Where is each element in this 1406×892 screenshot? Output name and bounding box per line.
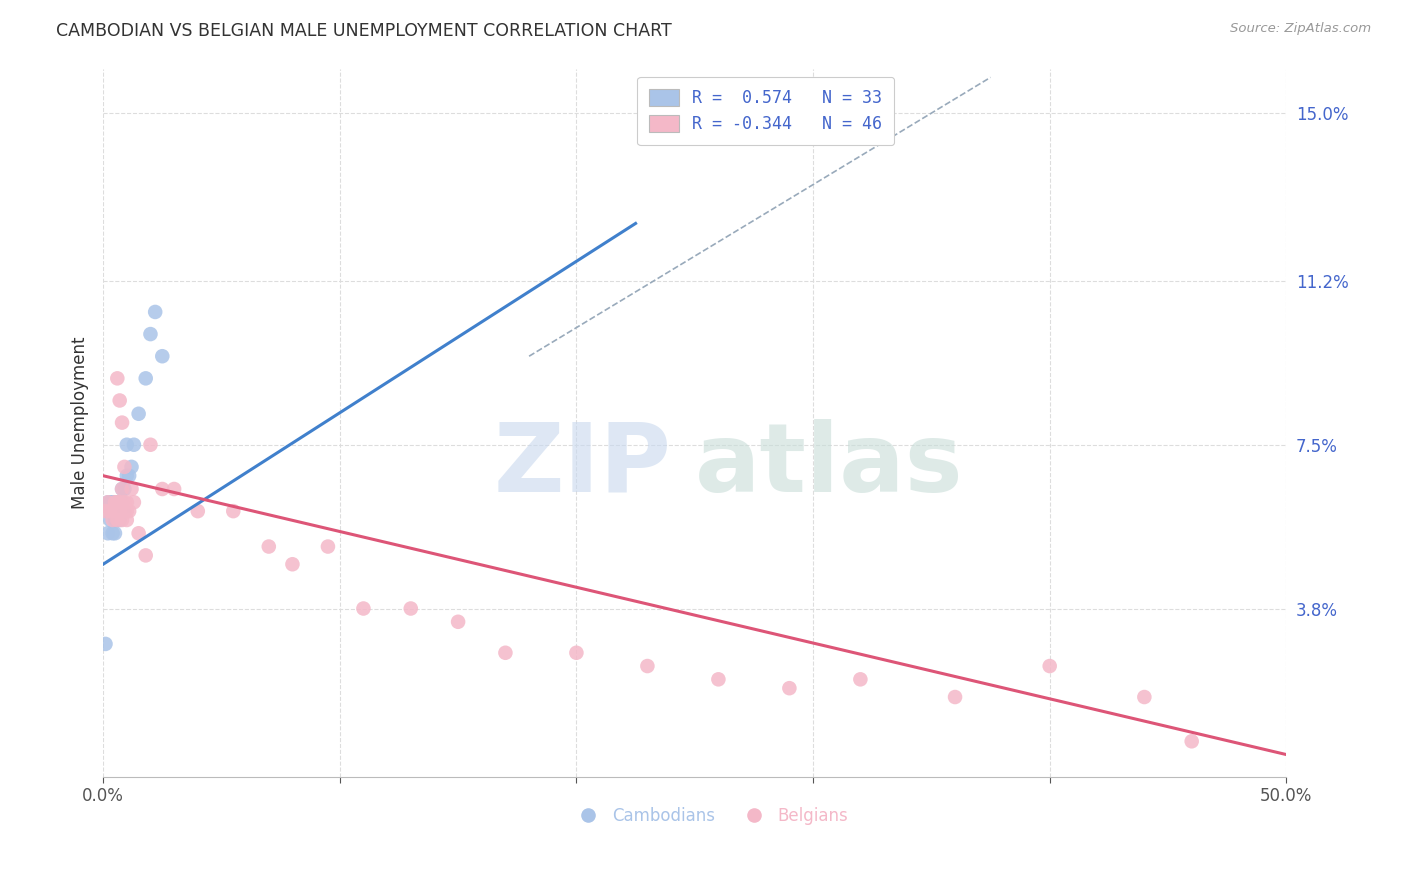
Point [112, 504, 135, 518]
Point [108, 393, 131, 408]
Point [111, 482, 134, 496]
Point [97, 495, 120, 509]
Point [139, 327, 162, 342]
Point [135, 371, 157, 385]
Point [105, 371, 128, 385]
Point [115, 438, 138, 452]
Text: ZIP: ZIP [494, 418, 671, 512]
Point [943, 690, 966, 704]
Point [104, 504, 127, 518]
Point [105, 495, 128, 509]
Point [98, 504, 121, 518]
Point [1133, 690, 1156, 704]
Point [121, 482, 143, 496]
Point [115, 495, 138, 509]
Point [565, 646, 588, 660]
Point [105, 513, 128, 527]
Point [128, 526, 150, 541]
Point [104, 495, 127, 509]
Point [494, 646, 516, 660]
Point [118, 504, 141, 518]
Point [108, 513, 131, 527]
Point [352, 601, 374, 615]
Point [1181, 734, 1204, 748]
Point [135, 549, 157, 563]
Point [112, 482, 135, 496]
Point [111, 416, 134, 430]
Point [150, 482, 173, 496]
Point [115, 513, 138, 527]
Text: Source: ZipAtlas.com: Source: ZipAtlas.com [1230, 22, 1371, 36]
Point [1039, 659, 1062, 673]
Point [98, 504, 121, 518]
Point [778, 681, 800, 696]
Text: Belgians: Belgians [778, 806, 848, 824]
Point [163, 482, 186, 496]
Point [849, 673, 872, 687]
Point [105, 513, 128, 527]
Point [122, 495, 145, 509]
Point [111, 513, 134, 527]
Point [115, 468, 138, 483]
Text: CAMBODIAN VS BELGIAN MALE UNEMPLOYMENT CORRELATION CHART: CAMBODIAN VS BELGIAN MALE UNEMPLOYMENT C… [56, 22, 672, 40]
Point [101, 495, 124, 509]
Point [111, 504, 134, 518]
Point [108, 504, 131, 518]
Point [108, 495, 131, 509]
Point [122, 438, 145, 452]
Point [97, 495, 120, 509]
Point [115, 504, 138, 518]
Legend: R =  0.574   N = 33, R = -0.344   N = 46: R = 0.574 N = 33, R = -0.344 N = 46 [637, 77, 894, 145]
Point [94, 504, 117, 518]
Point [101, 504, 124, 518]
Point [139, 438, 162, 452]
Point [112, 495, 135, 509]
Point [111, 482, 134, 496]
Point [143, 305, 166, 319]
Point [447, 615, 470, 629]
Point [98, 495, 121, 509]
Point [128, 407, 150, 421]
Point [150, 349, 173, 363]
Point [101, 513, 124, 527]
Point [94, 637, 117, 651]
Point [399, 601, 422, 615]
Point [101, 526, 124, 541]
Y-axis label: Male Unemployment: Male Unemployment [72, 336, 89, 508]
Point [104, 495, 127, 509]
Point [257, 540, 280, 554]
Point [636, 659, 658, 673]
Point [97, 526, 120, 541]
Point [112, 459, 135, 474]
Point [104, 504, 127, 518]
Point [98, 513, 121, 527]
Point [105, 504, 128, 518]
Point [118, 468, 141, 483]
Point [121, 459, 143, 474]
Point [222, 504, 245, 518]
Point [707, 673, 730, 687]
Point [104, 526, 127, 541]
Point [111, 495, 134, 509]
Point [108, 504, 131, 518]
Point [281, 558, 304, 572]
Point [105, 495, 128, 509]
Text: Cambodians: Cambodians [612, 806, 714, 824]
Point [316, 540, 339, 554]
Point [104, 513, 127, 527]
Text: atlas: atlas [695, 418, 963, 512]
Point [187, 504, 209, 518]
